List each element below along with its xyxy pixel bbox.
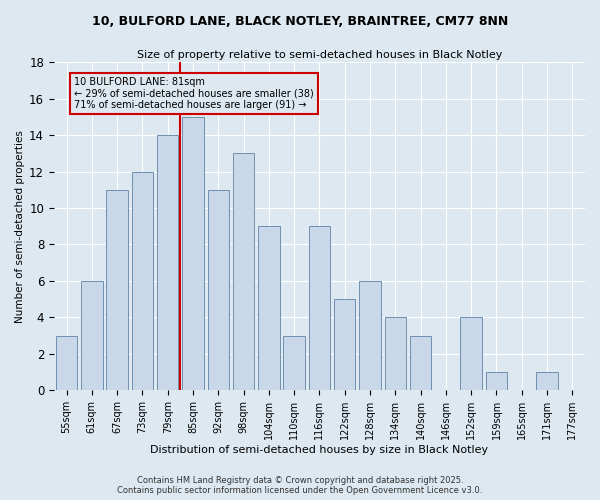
- Y-axis label: Number of semi-detached properties: Number of semi-detached properties: [15, 130, 25, 322]
- X-axis label: Distribution of semi-detached houses by size in Black Notley: Distribution of semi-detached houses by …: [151, 445, 488, 455]
- Bar: [131, 172, 153, 390]
- Bar: [106, 190, 128, 390]
- Bar: [486, 372, 507, 390]
- Bar: [182, 117, 204, 390]
- Text: 10 BULFORD LANE: 81sqm
← 29% of semi-detached houses are smaller (38)
71% of sem: 10 BULFORD LANE: 81sqm ← 29% of semi-det…: [74, 77, 314, 110]
- Text: Contains HM Land Registry data © Crown copyright and database right 2025.
Contai: Contains HM Land Registry data © Crown c…: [118, 476, 482, 495]
- Bar: [81, 281, 103, 390]
- Bar: [308, 226, 330, 390]
- Bar: [258, 226, 280, 390]
- Bar: [157, 135, 178, 390]
- Bar: [283, 336, 305, 390]
- Title: Size of property relative to semi-detached houses in Black Notley: Size of property relative to semi-detach…: [137, 50, 502, 60]
- Bar: [334, 299, 355, 390]
- Bar: [359, 281, 381, 390]
- Text: 10, BULFORD LANE, BLACK NOTLEY, BRAINTREE, CM77 8NN: 10, BULFORD LANE, BLACK NOTLEY, BRAINTRE…: [92, 15, 508, 28]
- Bar: [208, 190, 229, 390]
- Bar: [460, 318, 482, 390]
- Bar: [233, 154, 254, 390]
- Bar: [410, 336, 431, 390]
- Bar: [385, 318, 406, 390]
- Bar: [536, 372, 558, 390]
- Bar: [56, 336, 77, 390]
